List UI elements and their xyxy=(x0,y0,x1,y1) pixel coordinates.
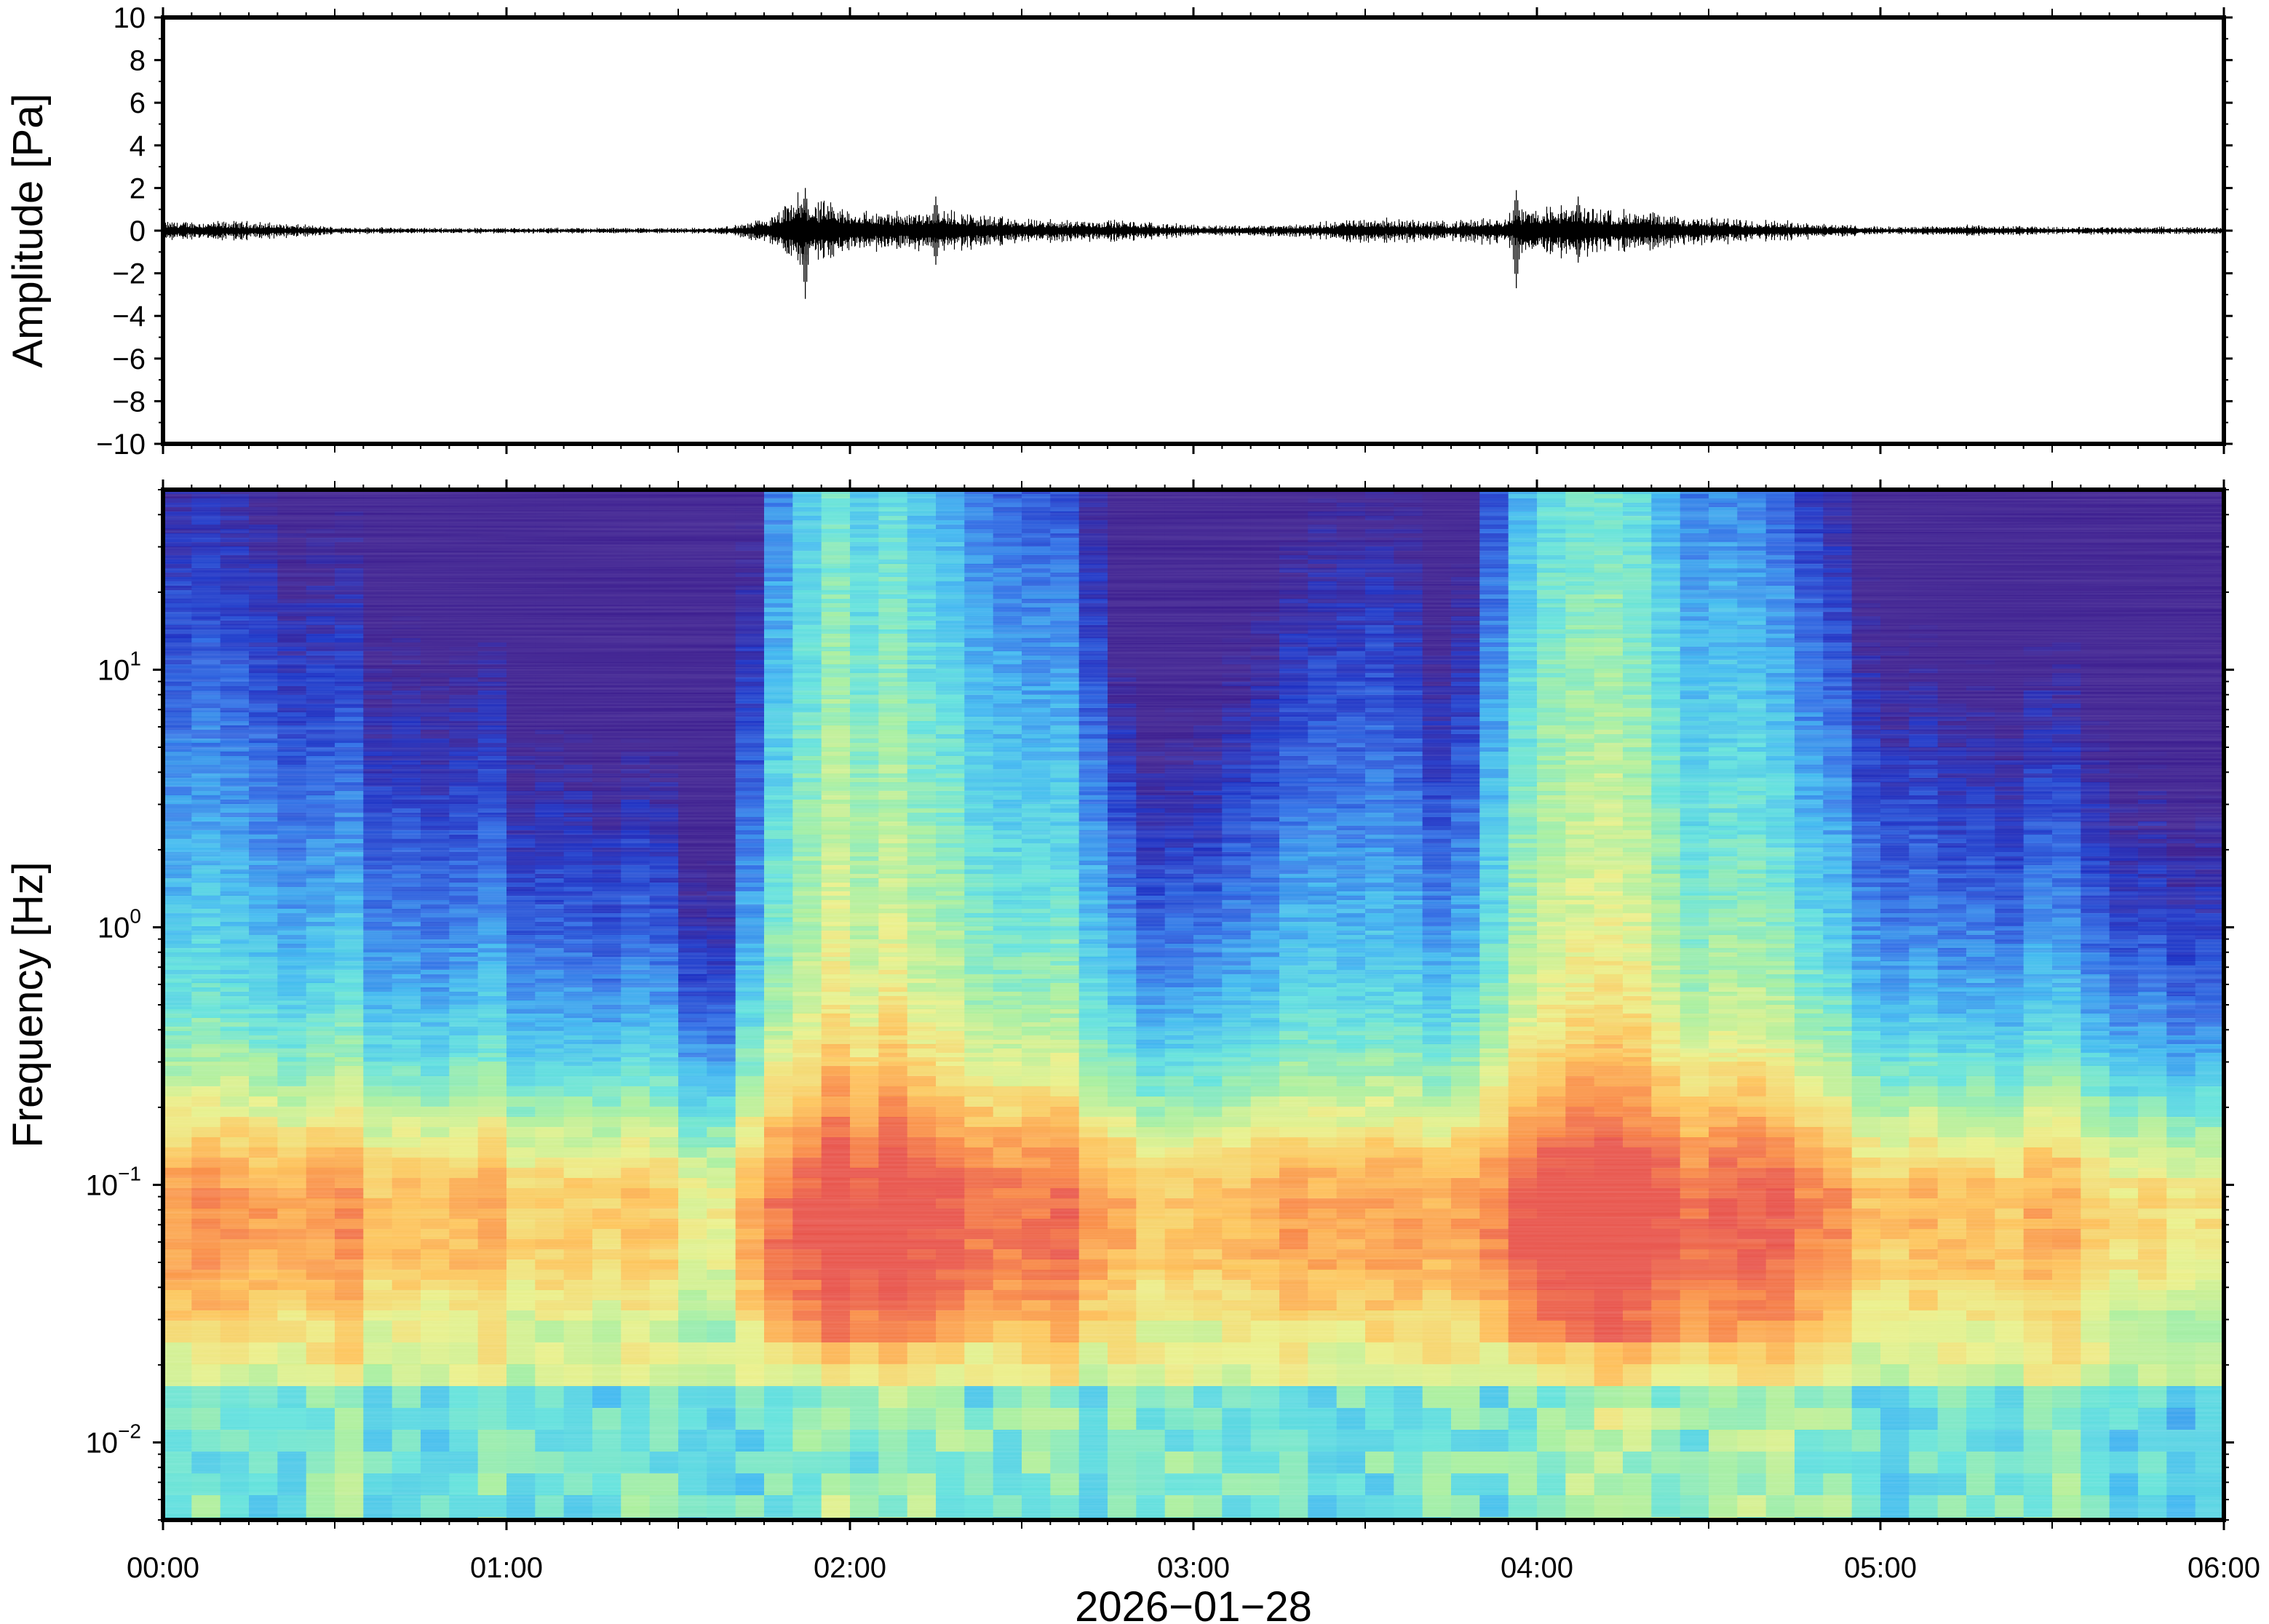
amplitude-tick-label: −6 xyxy=(112,343,146,375)
amplitude-tick-label: 10 xyxy=(114,2,146,34)
amplitude-y-ticks: −10 −8 −6 −4 −2 0 2 4 6 8 10 xyxy=(96,2,2233,461)
amplitude-tick-label: 6 xyxy=(130,87,146,119)
amplitude-tick-label: −4 xyxy=(112,300,146,333)
amplitude-tick-label: −8 xyxy=(112,386,146,418)
amplitude-tick-label: −10 xyxy=(96,429,146,461)
waveform-frame xyxy=(161,15,2226,446)
amplitude-tick-label: −2 xyxy=(112,258,146,290)
amplitude-tick-label: 8 xyxy=(130,45,146,77)
waveform-panel: −10 −8 −6 −4 −2 0 2 4 6 8 10 Amplitude [Pa] xyxy=(4,2,2233,461)
amplitude-tick-label: 4 xyxy=(130,130,146,162)
amplitude-tick-label: 2 xyxy=(130,172,146,204)
amplitude-tick-label: 0 xyxy=(130,215,146,247)
waveform-traces xyxy=(163,188,2224,299)
amplitude-axis-title: Amplitude [Pa] xyxy=(4,93,52,367)
